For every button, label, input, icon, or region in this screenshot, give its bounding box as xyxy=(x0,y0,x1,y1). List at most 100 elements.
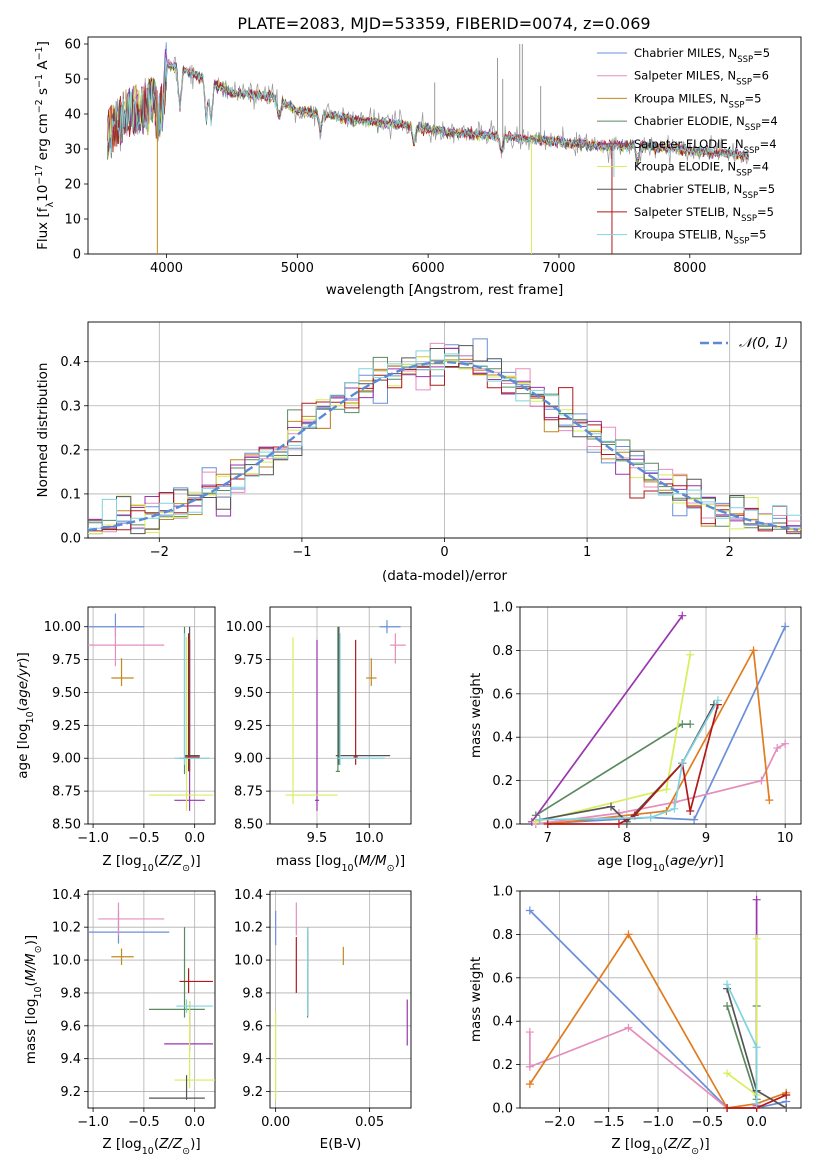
marker-salpeter-stelib xyxy=(614,820,623,828)
marker-kroupa-stelib xyxy=(752,1043,761,1052)
y-tick-label: 0.6 xyxy=(492,971,513,986)
errorbar-kroupa-elodie xyxy=(148,637,213,811)
marker-salpeter-elodie xyxy=(678,611,687,620)
x-tick-label: 8 xyxy=(623,831,631,846)
marker-kroupa-stelib xyxy=(646,813,655,822)
axes-frame xyxy=(87,36,802,255)
x-tick-label: −1 xyxy=(292,545,311,560)
legend-label-chabrier-stelib: Chabrier STELIB, NSSP=5 xyxy=(634,182,775,201)
y-axis-label: mass weight xyxy=(468,673,484,758)
axes-frame xyxy=(269,890,412,1109)
y-tick-label: 8.50 xyxy=(234,818,263,833)
x-tick-label: 0 xyxy=(440,545,448,560)
y-tick-label: 9.50 xyxy=(52,686,81,701)
panel-mass-vs-Z: −1.0 −0.5 0.0 9.2 9.4 9.6 9.8 10.0 10.2 10.4 Z [lo… xyxy=(23,888,216,1157)
errorbar-salpeter-miles xyxy=(390,633,406,664)
errorbar-kroupa-stelib xyxy=(337,633,385,765)
marker-chabrier-elodie xyxy=(686,720,695,729)
axes-frame xyxy=(87,321,802,539)
x-tick-label: −1.0 xyxy=(77,831,109,846)
marker-kroupa-stelib xyxy=(723,980,732,989)
x-axis-label: Z [log10(Z/Z⊙)] xyxy=(611,1136,709,1157)
marker-salpeter-miles xyxy=(525,1028,534,1037)
y-tick-label: 9.6 xyxy=(60,1019,81,1034)
errorbar-kroupa-elodie xyxy=(174,1001,215,1089)
x-tick-label: −0.5 xyxy=(692,1115,724,1130)
line-kroupa-miles xyxy=(547,647,771,825)
histogram-chabrier-stelib xyxy=(88,345,801,535)
marker-kroupa-elodie xyxy=(752,934,761,943)
errorbar-salpeter-stelib xyxy=(353,639,358,765)
y-tick-label: 9.75 xyxy=(52,653,81,668)
marker-kroupa-miles xyxy=(749,646,758,655)
marker-salpeter-stelib xyxy=(686,806,695,815)
marker-salpeter-stelib xyxy=(782,1090,791,1099)
y-tick-label: 0.0 xyxy=(492,1102,513,1117)
axes-frame xyxy=(269,606,412,825)
errorbar-chabrier-stelib xyxy=(148,1075,205,1100)
y-tick-label: 9.8 xyxy=(60,986,81,1001)
y-tick-label: 0.2 xyxy=(60,443,81,458)
figure-title: PLATE=2083, MJD=53359, FIBERID=0074, z=0… xyxy=(237,14,650,33)
errorbar-salpeter-elodie xyxy=(314,639,320,811)
x-tick-label: 1 xyxy=(583,545,591,560)
marker-kroupa-elodie xyxy=(662,785,671,794)
x-axis-label: mass [log10(M/M⊙)] xyxy=(276,853,405,874)
marker-chabrier-elodie xyxy=(723,1002,732,1011)
marker-salpeter-miles xyxy=(757,776,766,785)
errorbar-chabrier-stelib xyxy=(335,626,391,765)
legend-label-chabrier-elodie: Chabrier ELODIE, NSSP=4 xyxy=(634,114,778,133)
marker-chabrier-elodie xyxy=(678,720,687,729)
legend-label-kroupa-stelib: Kroupa STELIB, NSSP=5 xyxy=(634,228,766,247)
x-tick-label: 9.5 xyxy=(307,831,328,846)
axes-frame xyxy=(519,606,802,825)
panel-mass-weight-vs-Z: −2.0 −1.5 −1.0 −0.5 0.0 0.0 0.2 0.4 0.6 0.8 1.0 Z [… xyxy=(468,885,802,1157)
x-tick-label: −0.5 xyxy=(128,1115,160,1130)
y-tick-label: 40 xyxy=(64,108,81,123)
legend-label-salpeter-miles: Salpeter MILES, NSSP=6 xyxy=(634,69,769,88)
errorbar-kroupa-miles xyxy=(366,658,377,686)
axes-frame xyxy=(87,606,216,825)
normal-pdf-curve xyxy=(87,360,799,532)
y-tick-label: 0 xyxy=(73,248,81,263)
y-tick-label: 0.2 xyxy=(492,774,513,789)
histogram-salpeter-miles xyxy=(88,342,801,535)
y-tick-label: 9.4 xyxy=(60,1052,81,1067)
series-salpeter-elodie xyxy=(107,48,750,162)
y-tick-label: 8.75 xyxy=(52,785,81,800)
y-axis-label: Flux [fλ10−17 erg cm−2 s−1 A−1] xyxy=(34,41,56,250)
errorbar-salpeter-miles xyxy=(88,626,165,667)
y-tick-label: 10.4 xyxy=(52,888,81,903)
y-tick-label: 10.0 xyxy=(52,954,81,969)
histogram-salpeter-stelib xyxy=(88,363,801,533)
y-tick-label: 10.2 xyxy=(52,921,81,936)
y-tick-label: 0.3 xyxy=(60,399,81,414)
y-tick-label: 1.0 xyxy=(492,601,513,616)
y-tick-label: 20 xyxy=(64,178,81,193)
panel-mass-weight-vs-age: 7 8 9 10 0.0 0.2 0.4 0.6 0.8 1.0 age [log10(age/yr… xyxy=(468,601,802,874)
line-chabrier-miles xyxy=(535,626,786,825)
marker-salpeter-stelib xyxy=(543,820,552,828)
panel-age-vs-mass: 9.5 10.0 8.50 8.75 9.00 9.25 9.50 9.75 10.00 mass… xyxy=(226,606,412,874)
y-axis-label: Normed distribution xyxy=(35,363,51,498)
marker-chabrier-miles xyxy=(525,906,534,915)
y-tick-label: 9.50 xyxy=(234,686,263,701)
x-tick-label: 0.0 xyxy=(746,1115,767,1130)
x-tick-label: 10.0 xyxy=(355,831,384,846)
x-tick-label: 2 xyxy=(726,545,734,560)
marker-salpeter-stelib xyxy=(723,1104,732,1112)
marker-chabrier-stelib xyxy=(607,802,616,811)
y-tick-label: 10 xyxy=(64,213,81,228)
legend-label-kroupa-elodie: Kroupa ELODIE, NSSP=4 xyxy=(634,160,769,179)
y-tick-label: 0.4 xyxy=(492,731,513,746)
y-tick-label: 0.8 xyxy=(492,644,513,659)
y-axis-label: age [log10(age/yr)] xyxy=(15,652,36,778)
marker-salpeter-miles xyxy=(525,1062,534,1071)
errorbar-kroupa-miles xyxy=(111,658,134,686)
x-axis-label: Z [log10(Z/Z⊙)] xyxy=(102,853,200,874)
errorbar-kroupa-miles xyxy=(111,948,134,965)
panel-age-vs-Z: −1.0 −0.5 0.0 8.50 8.75 9.00 9.25 9.50 9.75 10.00… xyxy=(15,606,216,874)
errorbar-chabrier-elodie xyxy=(148,927,205,1018)
marker-kroupa-stelib xyxy=(535,815,544,824)
errorbar-kroupa-elodie xyxy=(285,637,338,805)
